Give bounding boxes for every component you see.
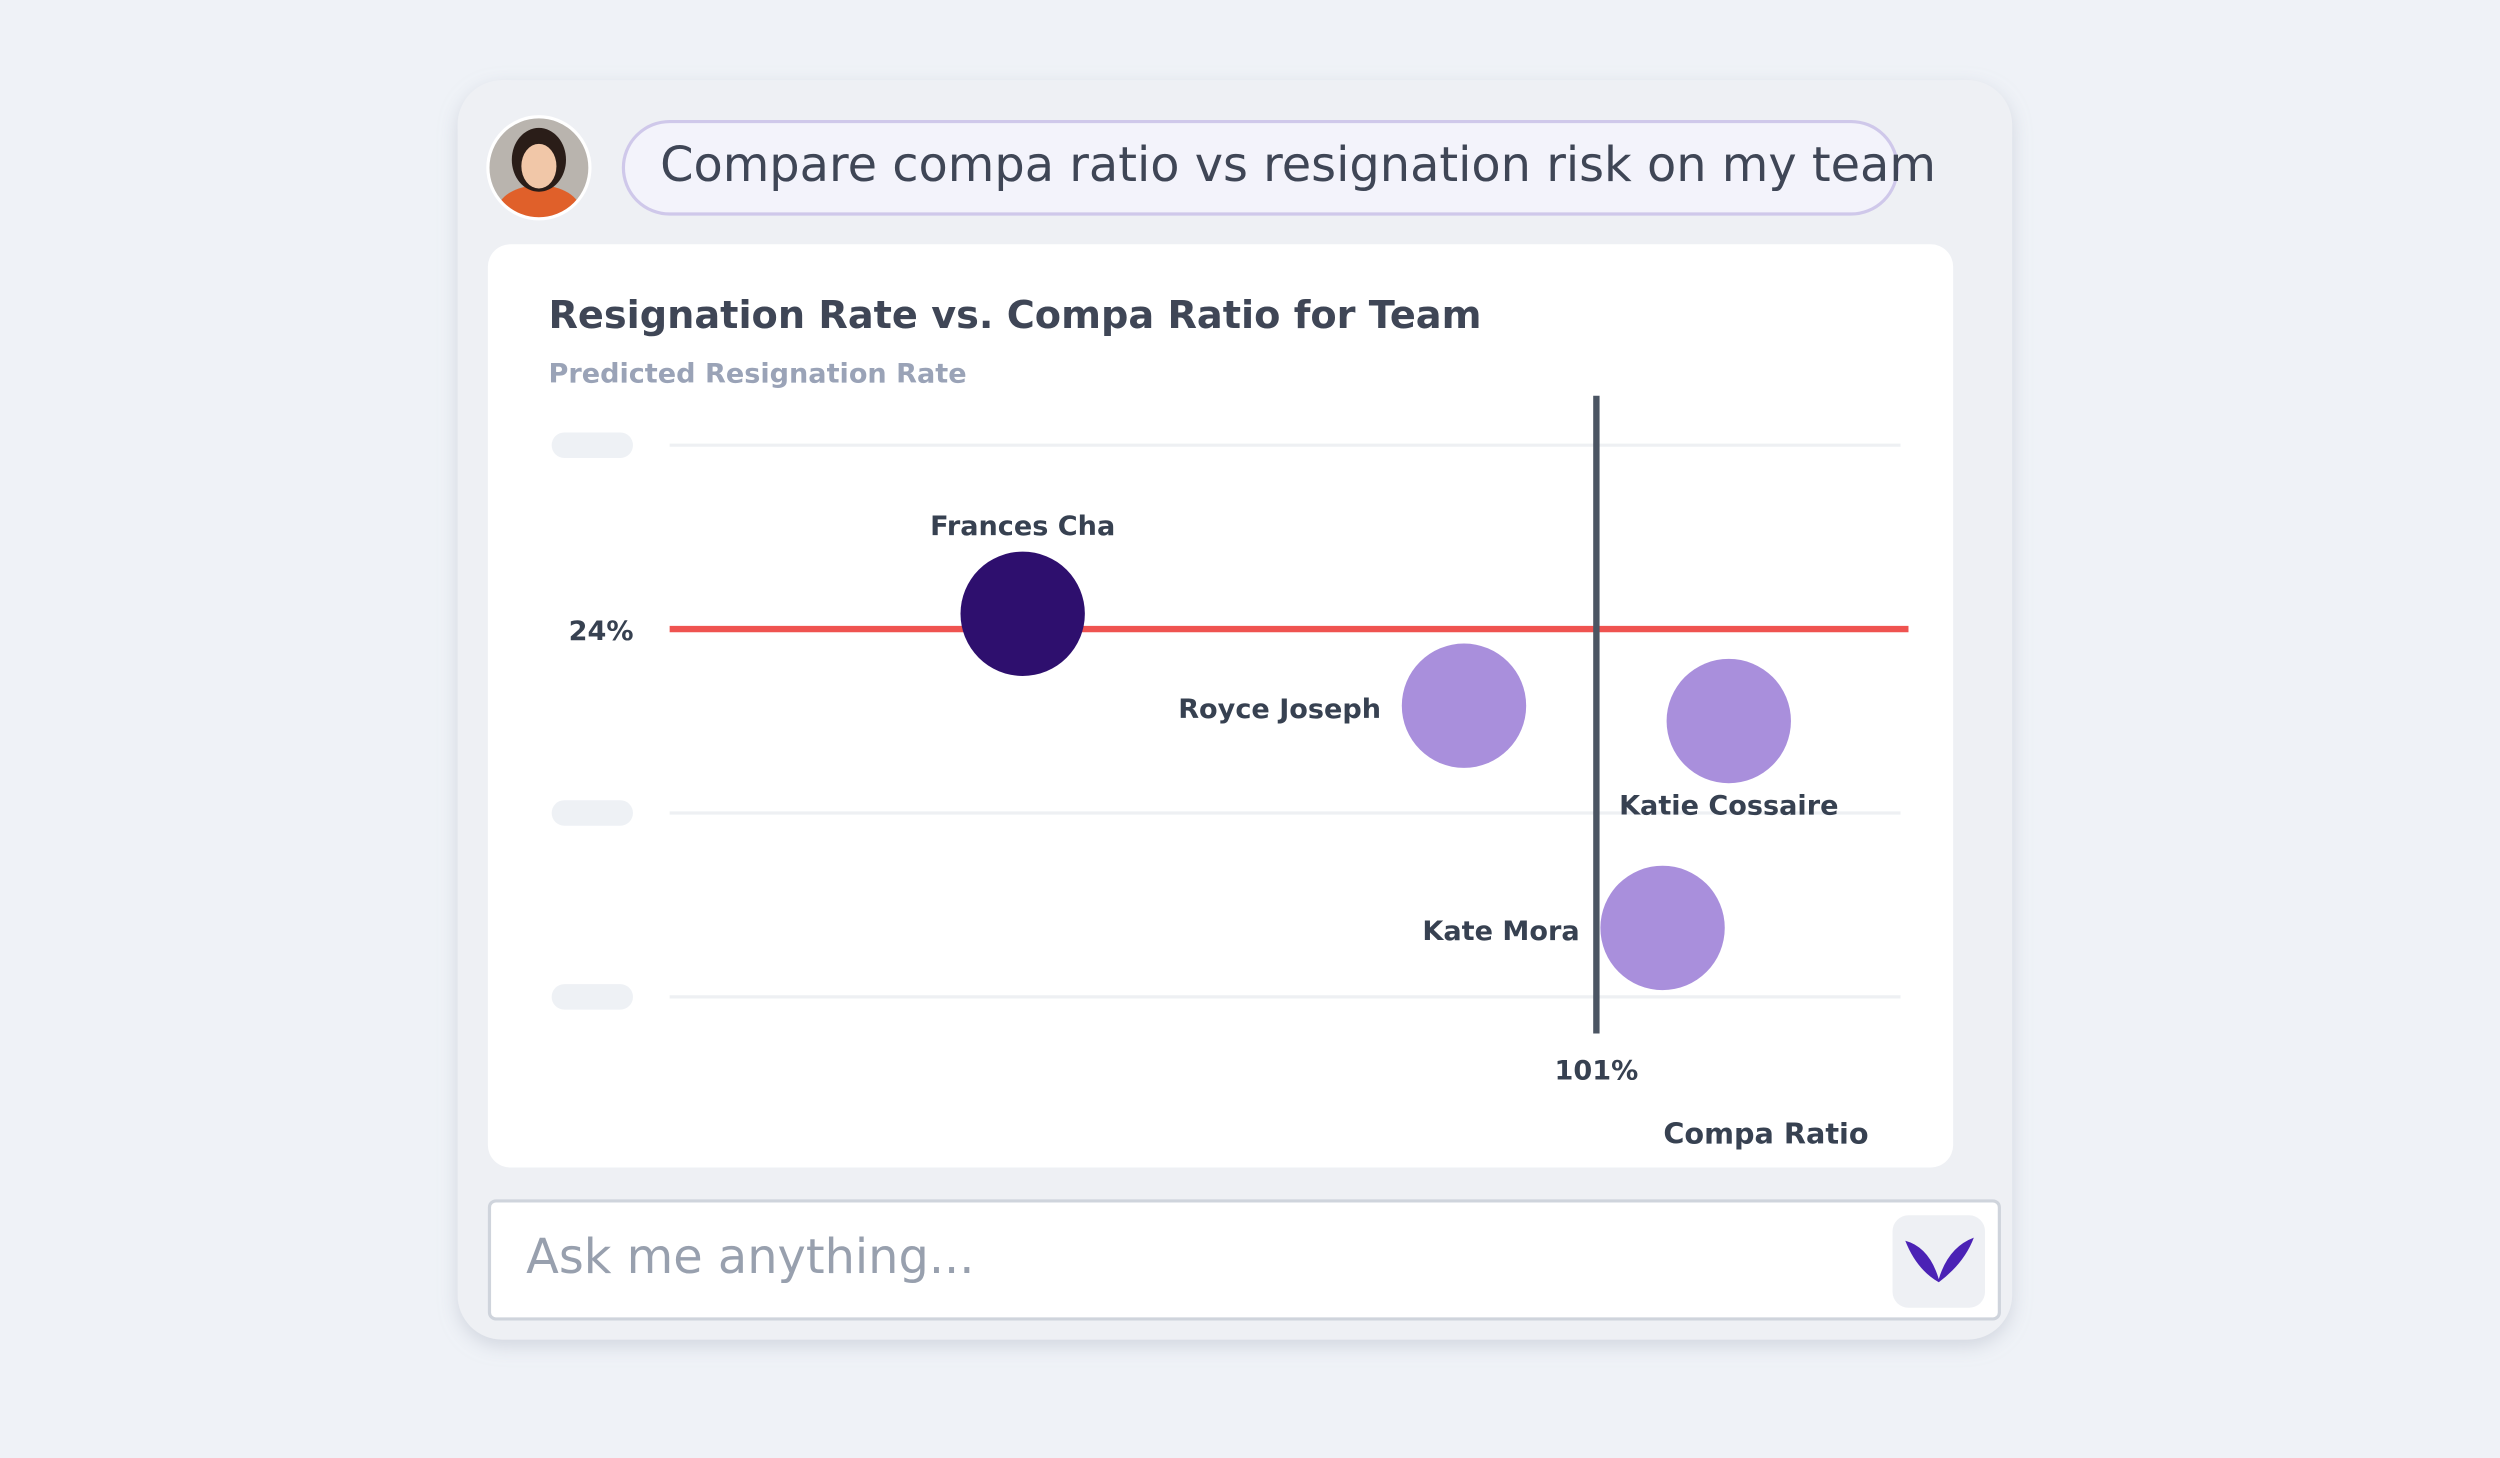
chart-title: Resignation Rate vs. Compa Ratio for Tea… — [548, 293, 1481, 338]
point-label: Royce Joseph — [1178, 694, 1381, 725]
reference-label-x: 101% — [1555, 1055, 1639, 1086]
y-axis-label: Predicted Resignation Rate — [548, 359, 966, 390]
send-icon — [1905, 1237, 1974, 1283]
chart-card — [487, 244, 1954, 1168]
x-axis-label: Compa Ratio — [1663, 1117, 1868, 1151]
chat-input[interactable] — [487, 1199, 2001, 1321]
plot: 24% Frances Cha Royce Joseph Katie Cossaire… — [551, 395, 1909, 1086]
point — [1666, 658, 1791, 784]
point — [1401, 643, 1527, 768]
avatar — [487, 116, 590, 219]
point-label: Kate Mora — [1422, 916, 1579, 947]
avatar-ring — [486, 115, 592, 221]
y-tick-placeholder — [551, 432, 633, 458]
input-placeholder: Ask me anything... — [526, 1230, 974, 1285]
send-button[interactable] — [1892, 1215, 1986, 1308]
point — [960, 551, 1085, 676]
y-tick-placeholder — [551, 984, 633, 1010]
point-label: Katie Cossaire — [1619, 791, 1838, 822]
prompt-bubble — [621, 119, 1899, 216]
point — [1600, 865, 1725, 991]
point-label: Frances Cha — [930, 511, 1115, 542]
prompt-text: Compare compa ratio vs resignation risk … — [660, 138, 1936, 193]
y-tick-placeholder — [551, 800, 633, 826]
reference-label-y: 24% — [569, 616, 634, 647]
